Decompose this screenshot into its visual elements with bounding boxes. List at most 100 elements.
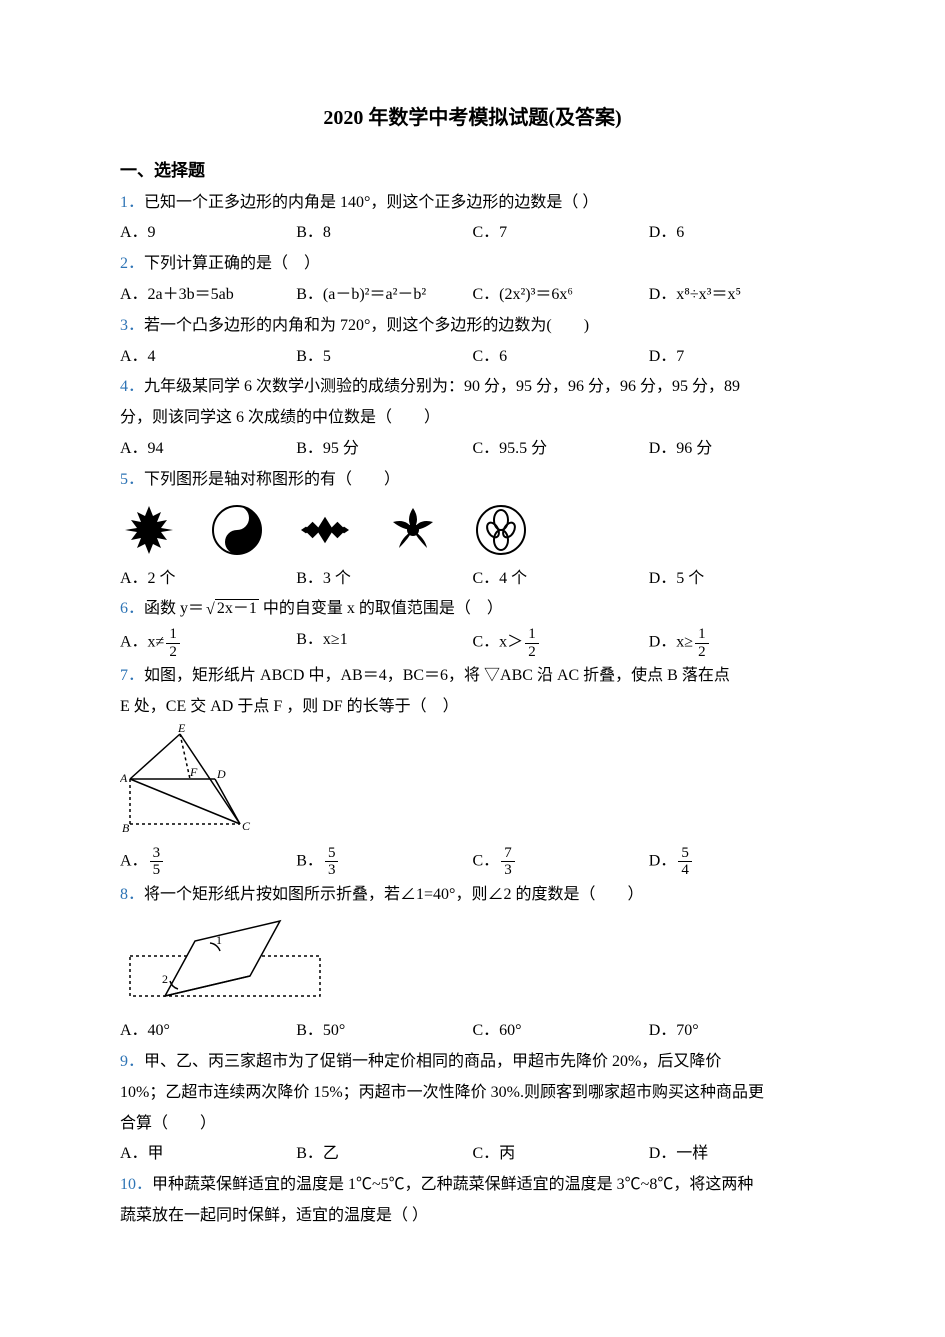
qtext: 如图，矩形纸片 ABCD 中，AB＝4，BC＝6，将 ▽ABC 沿 AC 折叠，…: [144, 667, 730, 684]
choice-c: C．6: [473, 343, 649, 372]
fraction: 12: [695, 626, 709, 660]
choice-c: C．x＞12: [473, 626, 649, 660]
choice-a: A．x≠12: [120, 626, 296, 660]
frac-num: 5: [678, 845, 692, 863]
flower-icon: [384, 501, 442, 559]
choice-a: A．2a＋3b＝5ab: [120, 281, 296, 310]
choices-1: A．9 B．8 C．7 D．6: [120, 219, 825, 248]
question-2: 2．下列计算正确的是（ ）: [120, 250, 825, 279]
frac-den: 4: [678, 862, 692, 879]
choices-7: A．35 B．53 C．73 D．54: [120, 845, 825, 879]
question-9-cont2: 合算（ ）: [120, 1110, 825, 1139]
svg-text:B: B: [122, 821, 130, 834]
choice-c: C．丙: [473, 1140, 649, 1169]
qtext-pre: 函数 y＝: [144, 600, 204, 617]
question-7-cont: E 处，CE 交 AD 于点 F ，则 DF 的长等于（ ）: [120, 693, 825, 722]
question-5: 5．下列图形是轴对称图形的有（ ）: [120, 466, 825, 495]
choice-b: B．3 个: [296, 565, 472, 594]
question-4: 4．九年级某同学 6 次数学小测验的成绩分别为：90 分，95 分，96 分，9…: [120, 373, 825, 402]
choice-d: D．5 个: [649, 565, 825, 594]
choices-3: A．4 B．5 C．6 D．7: [120, 343, 825, 372]
choice-c: C．(2x²)³＝6x⁶: [473, 281, 649, 310]
choices-9: A．甲 B．乙 C．丙 D．一样: [120, 1140, 825, 1169]
question-9: 9．甲、乙、丙三家超市为了促销一种定价相同的商品，甲超市先降价 20%，后又降价: [120, 1048, 825, 1077]
yinyang-icon: [208, 501, 266, 559]
frac-den: 3: [325, 862, 339, 879]
svg-text:D: D: [216, 767, 226, 781]
choice-c-pre: C．x＞: [473, 634, 524, 651]
q7-figure: ADBCEF: [120, 724, 825, 845]
choice-c: C．60°: [473, 1017, 649, 1046]
frac-den: 5: [150, 862, 164, 879]
page-title: 2020 年数学中考模拟试题(及答案): [120, 100, 825, 136]
choice-d-pre: D．x≥: [649, 634, 693, 651]
choice-c: C．7: [473, 219, 649, 248]
question-9-cont: 10%；乙超市连续两次降价 15%；丙超市一次性降价 30%.则顾客到哪家超市购…: [120, 1079, 825, 1108]
choices-6: A．x≠12 B．x≥1 C．x＞12 D．x≥12: [120, 626, 825, 660]
frac-num: 1: [166, 626, 180, 644]
frac-den: 2: [166, 644, 180, 661]
choice-a: A．35: [120, 845, 296, 879]
choice-d: D．96 分: [649, 435, 825, 464]
qtext: 下列计算正确的是（ ）: [144, 255, 320, 272]
question-7: 7．如图，矩形纸片 ABCD 中，AB＝4，BC＝6，将 ▽ABC 沿 AC 折…: [120, 662, 825, 691]
choices-5: A．2 个 B．3 个 C．4 个 D．5 个: [120, 565, 825, 594]
fraction: 35: [150, 845, 164, 879]
choices-8: A．40° B．50° C．60° D．70°: [120, 1017, 825, 1046]
frac-num: 1: [525, 626, 539, 644]
choice-d: D．x≥12: [649, 626, 825, 660]
q8-figure: 1 2: [120, 911, 825, 1017]
leaf-icon: [120, 501, 178, 559]
qnum: 4．: [120, 378, 144, 395]
question-6: 6．函数 y＝2x－1 中的自变量 x 的取值范围是（ ）: [120, 595, 825, 624]
frac-den: 2: [695, 644, 709, 661]
choice-a: A．40°: [120, 1017, 296, 1046]
choice-b: B．53: [296, 845, 472, 879]
choice-a: A．4: [120, 343, 296, 372]
circle-pattern-icon: [472, 501, 530, 559]
choice-b: B．(a－b)²＝a²－b²: [296, 281, 472, 310]
frac-num: 3: [150, 845, 164, 863]
qnum: 8．: [120, 886, 144, 903]
choices-2: A．2a＋3b＝5ab B．(a－b)²＝a²－b² C．(2x²)³＝6x⁶ …: [120, 281, 825, 310]
choice-a: A．9: [120, 219, 296, 248]
diamond-pattern-icon: [296, 501, 354, 559]
choice-b: B．8: [296, 219, 472, 248]
frac-num: 5: [325, 845, 339, 863]
qnum: 3．: [120, 317, 144, 334]
choice-d: D．x⁸÷x³＝x⁵: [649, 281, 825, 310]
sqrt-expr: 2x－1: [206, 595, 259, 624]
choice-b: B．50°: [296, 1017, 472, 1046]
question-1: 1．已知一个正多边形的内角是 140°，则这个正多边形的边数是（ ）: [120, 189, 825, 218]
qnum: 10．: [120, 1176, 152, 1193]
svg-text:A: A: [120, 771, 128, 785]
fraction: 53: [325, 845, 339, 879]
qtext: 甲、乙、丙三家超市为了促销一种定价相同的商品，甲超市先降价 20%，后又降价: [144, 1053, 721, 1070]
qtext: 已知一个正多边形的内角是 140°，则这个正多边形的边数是（ ）: [144, 194, 598, 211]
choice-d: D．一样: [649, 1140, 825, 1169]
qtext: 若一个凸多边形的内角和为 720°，则这个多边形的边数为( ): [144, 317, 589, 334]
qnum: 1．: [120, 194, 144, 211]
svg-text:E: E: [177, 724, 186, 735]
choice-a: A．甲: [120, 1140, 296, 1169]
qtext: 下列图形是轴对称图形的有（ ）: [144, 471, 400, 488]
question-8: 8．将一个矩形纸片按如图所示折叠，若∠1=40°，则∠2 的度数是（ ）: [120, 881, 825, 910]
choice-d: D．54: [649, 845, 825, 879]
choice-b: B．x≥1: [296, 626, 472, 660]
qtext: 甲种蔬菜保鲜适宜的温度是 1℃~5℃，乙种蔬菜保鲜适宜的温度是 3℃~8℃，将这…: [152, 1176, 753, 1193]
frac-num: 7: [501, 845, 515, 863]
fraction: 12: [166, 626, 180, 660]
choice-a: A．94: [120, 435, 296, 464]
frac-num: 1: [695, 626, 709, 644]
qnum: 2．: [120, 255, 144, 272]
choice-c: C．73: [473, 845, 649, 879]
svg-text:C: C: [242, 819, 251, 833]
choice-d: D．7: [649, 343, 825, 372]
radicand: 2x－1: [215, 599, 259, 617]
choice-a: A．2 个: [120, 565, 296, 594]
choice-c: C．95.5 分: [473, 435, 649, 464]
frac-den: 2: [525, 644, 539, 661]
question-3: 3．若一个凸多边形的内角和为 720°，则这个多边形的边数为( ): [120, 312, 825, 341]
choice-d: D．70°: [649, 1017, 825, 1046]
choice-c: C．4 个: [473, 565, 649, 594]
